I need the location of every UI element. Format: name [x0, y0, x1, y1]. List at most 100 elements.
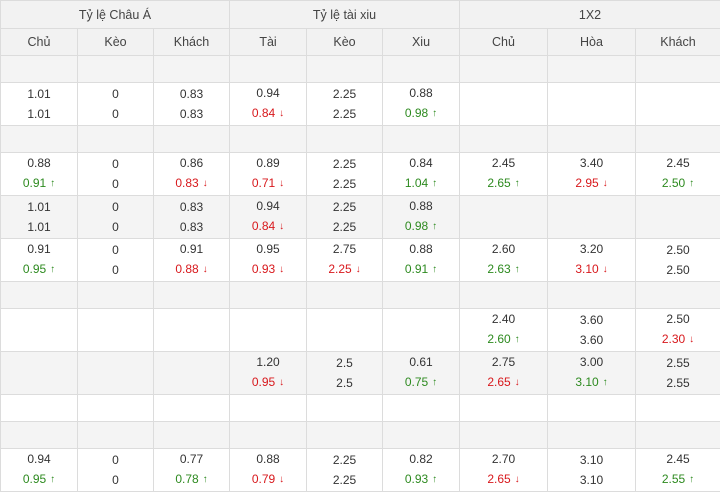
odds-value: 3.00	[580, 355, 603, 369]
odds-value: 0	[112, 177, 119, 191]
current-odds: 2.25	[307, 104, 382, 124]
odds-value: 0.88	[409, 199, 432, 213]
odds-cell	[154, 309, 230, 352]
arrow-down-icon: ↓	[515, 474, 520, 485]
odds-value: 0.88	[409, 86, 432, 100]
odds-cell	[636, 422, 720, 449]
current-odds: 0.93↑	[383, 469, 459, 491]
odds-value: 0.79	[252, 472, 275, 486]
current-odds: 0.93↓	[230, 259, 306, 281]
odds-value: 2.63	[487, 262, 510, 276]
col-draw: Hòa	[548, 29, 636, 56]
opening-odds: 1.20	[230, 352, 306, 372]
odds-value: 3.10	[580, 453, 603, 467]
odds-value: 2.50	[666, 263, 689, 277]
odds-cell	[548, 196, 636, 239]
odds-cell	[1, 282, 78, 309]
current-odds: 0.95↑	[1, 259, 77, 281]
current-odds: 2.95↓	[548, 173, 635, 195]
odds-value: 2.50	[666, 243, 689, 257]
odds-cell	[78, 422, 154, 449]
opening-odds: 0.88	[1, 153, 77, 173]
odds-cell	[230, 282, 307, 309]
odds-value: 1.01	[27, 87, 50, 101]
odds-value: 0.94	[27, 452, 50, 466]
odds-value: 0.95	[256, 242, 279, 256]
odds-value: 0.83	[175, 176, 198, 190]
current-odds: 0.78↑	[154, 469, 229, 491]
opening-odds: 3.10	[548, 450, 635, 470]
odds-value: 2.25	[333, 200, 356, 214]
opening-odds: 2.40	[460, 309, 547, 329]
odds-value: 0.91	[23, 176, 46, 190]
odds-cell	[307, 309, 383, 352]
odds-value: 2.45	[492, 156, 515, 170]
odds-value: 2.55	[666, 376, 689, 390]
arrow-up-icon: ↑	[50, 474, 55, 485]
opening-odds: 0.86	[154, 153, 229, 173]
odds-cell	[636, 83, 720, 126]
current-odds: 0	[78, 104, 153, 124]
odds-value: 2.25	[333, 220, 356, 234]
odds-value: 0.78	[175, 472, 198, 486]
current-odds: 0.84↓	[230, 216, 306, 238]
odds-cell	[307, 56, 383, 83]
opening-odds: 2.45	[460, 153, 547, 173]
odds-value: 2.25	[333, 157, 356, 171]
current-odds: 0	[78, 260, 153, 280]
odds-value: 3.40	[580, 156, 603, 170]
arrow-up-icon: ↑	[432, 108, 437, 119]
odds-value: 2.25	[333, 87, 356, 101]
odds-cell: 3.10 3.10	[548, 449, 636, 492]
arrow-up-icon: ↑	[515, 334, 520, 345]
col-under: Xiu	[383, 29, 460, 56]
odds-value: 0.91	[27, 242, 50, 256]
opening-odds: 2.25	[307, 84, 382, 104]
current-odds: 2.5	[307, 373, 382, 393]
odds-value: 0.83	[180, 87, 203, 101]
current-odds: 2.65↓	[460, 469, 547, 491]
current-odds: 3.10	[548, 470, 635, 490]
group-over-under: Tỷ lệ tài xiu	[230, 1, 460, 29]
opening-odds: 0.84	[383, 153, 459, 173]
odds-cell	[307, 282, 383, 309]
odds-value: 2.60	[487, 332, 510, 346]
opening-odds: 3.60	[548, 310, 635, 330]
odds-cell	[78, 309, 154, 352]
odds-value: 0.93	[405, 472, 428, 486]
current-odds: 2.50↑	[636, 173, 720, 195]
odds-cell	[78, 126, 154, 153]
spacer-row	[1, 282, 720, 309]
odds-value: 0.83	[180, 200, 203, 214]
current-odds: 0.95↓	[230, 372, 306, 394]
group-1x2: 1X2	[460, 1, 720, 29]
odds-cell	[383, 56, 460, 83]
opening-odds: 0	[78, 84, 153, 104]
opening-odds: 2.75	[307, 239, 382, 259]
odds-value: 2.65	[487, 176, 510, 190]
odds-value: 0.84	[409, 156, 432, 170]
odds-value: 0.91	[180, 242, 203, 256]
odds-value: 0.93	[252, 262, 275, 276]
current-odds: 0.98↑	[383, 216, 459, 238]
current-odds: 2.25	[307, 217, 382, 237]
current-odds: 0	[78, 470, 153, 490]
odds-cell	[1, 309, 78, 352]
arrow-down-icon: ↓	[279, 108, 284, 119]
